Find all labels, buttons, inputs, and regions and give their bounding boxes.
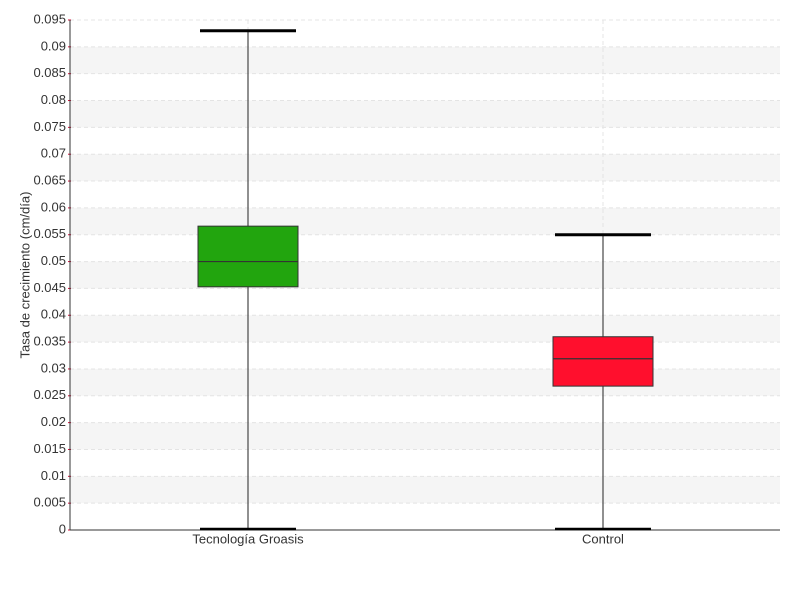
grid-band [70,261,780,289]
grid-band [70,476,780,504]
y-tick-label: 0.09 [41,38,66,53]
grid-band [70,422,780,450]
y-tick-label: 0.07 [41,146,66,161]
x-tick-label: Control [582,531,624,546]
y-tick-label: 0.08 [41,92,66,107]
y-tick-label: 0.03 [41,360,66,375]
y-tick-label: 0.075 [33,119,66,134]
y-tick-label: 0 [59,521,66,536]
y-tick-label: 0.06 [41,199,66,214]
y-tick-label: 0.055 [33,226,66,241]
grid-band [70,154,780,182]
grid-band [70,368,780,396]
y-tick-label: 0.035 [33,334,66,349]
y-tick-label: 0.015 [33,441,66,456]
y-tick-label: 0.005 [33,495,66,510]
y-tick-label: 0.045 [33,280,66,295]
box [552,336,654,387]
y-tick-label: 0.04 [41,307,66,322]
grid-band [70,46,780,74]
y-tick-label: 0.025 [33,387,66,402]
x-tick-label: Tecnología Groasis [192,531,304,546]
box [197,225,299,288]
grid-band [70,207,780,235]
y-tick-label: 0.065 [33,172,66,187]
y-tick-label: 0.02 [41,414,66,429]
grid-band [70,100,780,128]
y-tick-label: 0.05 [41,253,66,268]
y-tick-label: 0.085 [33,65,66,80]
grid-band [70,315,780,343]
y-tick-label: 0.095 [33,11,66,26]
y-tick-label: 0.01 [41,468,66,483]
y-axis-label: Tasa de crecimiento (cm/día) [17,192,32,359]
